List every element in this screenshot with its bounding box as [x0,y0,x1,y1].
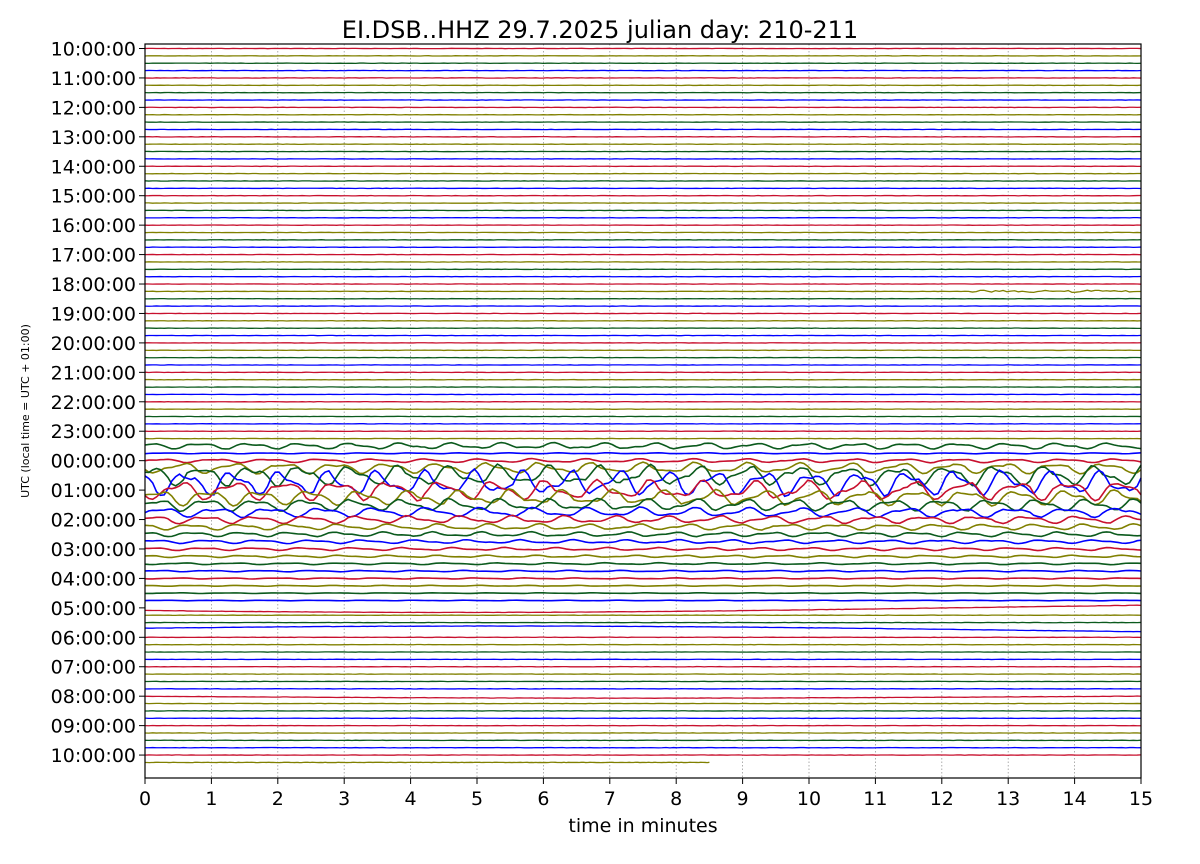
chart-title: EI.DSB..HHZ 29.7.2025 julian day: 210-21… [342,16,858,44]
seismic-trace [144,584,1142,588]
y-tick-label: 03:00:00 [51,539,136,561]
y-tick-label: 23:00:00 [51,421,136,443]
grid-lines [210,44,1075,778]
x-tick-label: 8 [670,788,682,810]
plot-frame [144,43,1142,779]
x-tick-label: 0 [139,788,151,810]
seismic-trace [144,451,1142,455]
seismic-trace [144,695,1142,699]
seismic-trace [144,591,1142,595]
y-tick-label: 00:00:00 [51,451,136,473]
y-tick-label: 06:00:00 [51,627,136,649]
x-tick-label: 3 [338,788,350,810]
x-axis-label: time in minutes [568,815,717,837]
seismic-trace [144,522,1142,531]
y-tick-label: 21:00:00 [51,362,136,384]
seismic-trace [144,514,1142,525]
seismic-trace [144,604,1142,614]
seismic-trace [144,457,1142,464]
seismic-trace [144,467,1142,498]
seismic-trace [144,478,1142,502]
y-tick-label: 12:00:00 [51,97,136,119]
seismic-trace [144,289,1142,294]
x-axis-ticks: 0 1 2 3 4 5 6 7 8 9 10 11 12 13 14 15 [139,778,1153,810]
seismic-trace [144,497,1142,513]
y-tick-label: 04:00:00 [51,568,136,590]
y-tick-label: 08:00:00 [51,686,136,708]
x-tick-label: 15 [1129,788,1153,810]
seismic-trace [144,577,1142,580]
y-tick-label: 19:00:00 [51,303,136,325]
y-tick-label: 16:00:00 [51,215,136,237]
x-tick-label: 14 [1063,788,1087,810]
x-tick-label: 1 [205,788,217,810]
seismic-trace [144,561,1142,566]
seismic-trace [144,488,1142,507]
y-tick-label: 05:00:00 [51,598,136,620]
x-tick-label: 12 [930,788,954,810]
trace-group [144,47,1142,764]
y-tick-label: 22:00:00 [51,392,136,414]
seismic-trace [144,546,1142,552]
y-tick-label: 10:00:00 [51,39,136,61]
x-tick-label: 6 [537,788,549,810]
seismic-trace [144,530,1142,538]
x-tick-label: 11 [863,788,887,810]
seismic-trace [144,569,1142,573]
x-tick-label: 9 [737,788,749,810]
x-tick-label: 5 [471,788,483,810]
x-tick-label: 4 [405,788,417,810]
y-tick-label: 02:00:00 [51,510,136,532]
y-tick-label: 20:00:00 [51,333,136,355]
x-tick-label: 10 [797,788,821,810]
y-axis-label: UTC (local time = UTC + 01:00) [19,324,32,498]
y-axis-ticks: 10:00:00 11:00:00 12:00:00 13:00:00 14:00:00… [51,39,145,767]
y-tick-label: 14:00:00 [51,156,136,178]
y-tick-label: 01:00:00 [51,480,136,502]
seismic-trace [144,538,1142,545]
seismic-trace [144,625,1142,633]
seismic-trace [144,441,1142,451]
y-tick-label: 11:00:00 [51,68,136,90]
y-tick-label: 13:00:00 [51,127,136,149]
seismic-trace [144,506,1142,519]
y-tick-label: 09:00:00 [51,716,136,738]
x-tick-label: 13 [996,788,1020,810]
x-tick-label: 7 [604,788,616,810]
y-tick-label: 18:00:00 [51,274,136,296]
seismic-trace [144,599,1142,602]
y-tick-label: 15:00:00 [51,186,136,208]
seismic-trace [144,554,1142,559]
x-tick-label: 2 [272,788,284,810]
y-tick-label: 07:00:00 [51,657,136,679]
y-tick-label: 10:00:00 [51,745,136,767]
y-tick-label: 17:00:00 [51,245,136,267]
